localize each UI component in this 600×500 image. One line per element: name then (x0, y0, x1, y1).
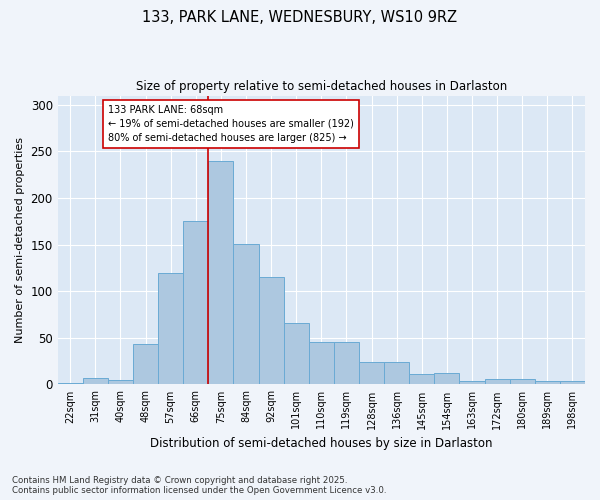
Text: Contains HM Land Registry data © Crown copyright and database right 2025.
Contai: Contains HM Land Registry data © Crown c… (12, 476, 386, 495)
Bar (108, 380, 133, 384)
Bar (384, 362, 409, 384)
Bar (309, 342, 334, 384)
X-axis label: Distribution of semi-detached houses by size in Darlaston: Distribution of semi-detached houses by … (150, 437, 493, 450)
Text: 133, PARK LANE, WEDNESBURY, WS10 9RZ: 133, PARK LANE, WEDNESBURY, WS10 9RZ (142, 10, 458, 25)
Bar (535, 380, 560, 384)
Bar (233, 244, 259, 384)
Bar (158, 272, 183, 384)
Bar (485, 379, 509, 384)
Bar (560, 380, 585, 384)
Bar (434, 373, 460, 384)
Title: Size of property relative to semi-detached houses in Darlaston: Size of property relative to semi-detach… (136, 80, 507, 93)
Bar (133, 344, 158, 385)
Bar (334, 342, 359, 384)
Bar (359, 362, 384, 384)
Bar (83, 378, 108, 384)
Bar (284, 323, 309, 384)
Bar (183, 222, 208, 384)
Bar (509, 379, 535, 384)
Bar (208, 161, 233, 384)
Bar (460, 380, 485, 384)
Bar (259, 278, 284, 384)
Bar (409, 374, 434, 384)
Bar (58, 382, 83, 384)
Y-axis label: Number of semi-detached properties: Number of semi-detached properties (15, 137, 25, 343)
Text: 133 PARK LANE: 68sqm
← 19% of semi-detached houses are smaller (192)
80% of semi: 133 PARK LANE: 68sqm ← 19% of semi-detac… (108, 105, 354, 143)
